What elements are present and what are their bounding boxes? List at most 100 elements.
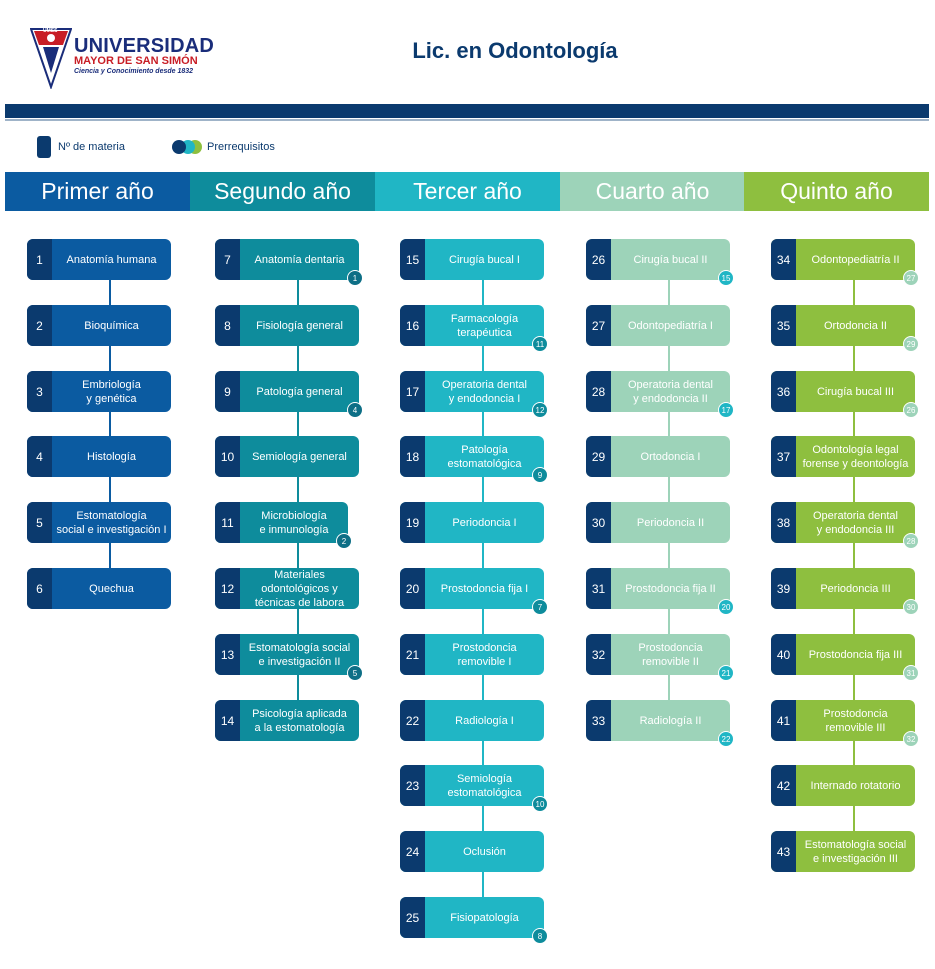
course-number: 10 [215, 436, 240, 477]
course-name: Anatomía humana [66, 253, 157, 266]
header-divider-bar [5, 104, 929, 118]
course-box: 22 Radiología I [400, 700, 544, 741]
prerequisite-badge: 12 [532, 402, 548, 418]
course-number: 35 [771, 305, 796, 346]
course-name: Cirugía bucal I [449, 253, 520, 266]
university-subname: MAYOR DE SAN SIMÓN [74, 55, 198, 67]
course-number: 9 [215, 371, 240, 412]
course-name: Prostodoncia removible III [823, 707, 888, 734]
prerequisite-badge: 22 [718, 731, 734, 747]
course-number: 6 [27, 568, 52, 609]
university-motto: Ciencia y Conocimiento desde 1832 [74, 68, 194, 75]
course-number: 28 [586, 371, 611, 412]
course-name: Ortodoncia II [824, 319, 887, 332]
course-number: 16 [400, 305, 425, 346]
course-box: 32 Prostodoncia removible II 21 [586, 634, 734, 681]
course-box: 6 Quechua [27, 568, 171, 609]
course-number: 2 [27, 305, 52, 346]
course-box: 16 Farmacología terapéutica 11 [400, 305, 548, 352]
course-name: Operatoria dental y endodoncia II [628, 378, 713, 405]
prerequisite-badge: 8 [532, 928, 548, 944]
legend-number-label: Nº de materia [58, 141, 125, 153]
course-box: 3 Embriología y genética [27, 371, 171, 412]
course-name: Ortodoncia I [640, 450, 701, 463]
prerequisite-badge: 7 [532, 599, 548, 615]
course-number: 5 [27, 502, 52, 543]
course-box: 14 Psicología aplicada a la estomatología [215, 700, 359, 741]
course-number: 17 [400, 371, 425, 412]
course-box: 13 Estomatología social e investigación I… [215, 634, 363, 681]
university-name: UNIVERSIDAD [74, 35, 214, 57]
course-number: 41 [771, 700, 796, 741]
course-name: Quechua [89, 582, 134, 595]
course-name: Fisiopatología [450, 911, 519, 924]
course-name: Estomatología social e investigación III [804, 838, 907, 865]
course-box: 4 Histología [27, 436, 171, 477]
course-number: 3 [27, 371, 52, 412]
prerequisite-badge: 32 [903, 731, 919, 747]
course-name: Estomatología social e investigación I [56, 509, 167, 536]
course-name: Anatomía dentaria [254, 253, 345, 266]
course-number: 37 [771, 436, 796, 477]
prerequisite-badge: 5 [347, 665, 363, 681]
header-divider-line [5, 119, 929, 121]
year-connector-line [297, 259, 299, 720]
course-number: 20 [400, 568, 425, 609]
course-box: 42 Internado rotatorio [771, 765, 915, 806]
course-name: Bioquímica [84, 319, 139, 332]
course-number: 24 [400, 831, 425, 872]
course-name: Patología estomatológica [447, 443, 522, 470]
course-number: 11 [215, 502, 240, 543]
course-number: 8 [215, 305, 240, 346]
course-number: 33 [586, 700, 611, 741]
year-connector-line [853, 259, 855, 852]
course-box: 1 Anatomía humana [27, 239, 171, 280]
prerequisite-badge: 11 [532, 336, 548, 352]
course-box: 27 Odontopediatría I [586, 305, 730, 346]
course-number: 42 [771, 765, 796, 806]
course-box: 43 Estomatología social e investigación I… [771, 831, 915, 872]
course-number: 26 [586, 239, 611, 280]
course-name: Patología general [256, 385, 343, 398]
course-box: 29 Ortodoncia I [586, 436, 730, 477]
prerequisite-badge: 4 [347, 402, 363, 418]
course-number: 21 [400, 634, 425, 675]
prerequisite-badge: 26 [903, 402, 919, 418]
course-number: 4 [27, 436, 52, 477]
course-name: Prostodoncia fija I [440, 582, 529, 595]
course-box: 12 Materiales odontológicos y técnicas de… [215, 568, 359, 609]
course-box: 18 Patología estomatológica 9 [400, 436, 548, 483]
logo-acronym: UMSS [43, 28, 58, 34]
course-box: 40 Prostodoncia fija III 31 [771, 634, 919, 681]
course-number: 30 [586, 502, 611, 543]
course-box: 19 Periodoncia I [400, 502, 544, 543]
course-number: 29 [586, 436, 611, 477]
course-number: 27 [586, 305, 611, 346]
university-shield-logo [30, 28, 72, 89]
course-number: 19 [400, 502, 425, 543]
course-name: Semiología general [252, 450, 347, 463]
prerequisite-badge: 31 [903, 665, 919, 681]
page-title: Lic. en Odontología [412, 38, 618, 63]
course-box: 8 Fisiología general [215, 305, 359, 346]
course-number: 1 [27, 239, 52, 280]
course-name: Cirugía bucal II [633, 253, 708, 266]
prerequisite-badge: 10 [532, 796, 548, 812]
course-box: 10 Semiología general [215, 436, 359, 477]
course-box: 21 Prostodoncia removible I [400, 634, 544, 675]
course-name: Psicología aplicada a la estomatología [252, 707, 347, 734]
course-box: 11 Microbiología e inmunología 2 [215, 502, 352, 549]
prerequisite-badge: 30 [903, 599, 919, 615]
course-name: Histología [87, 450, 136, 463]
course-number: 31 [586, 568, 611, 609]
course-name: Prostodoncia fija II [625, 582, 716, 595]
course-name: Odontología legal forense y deontología [802, 443, 909, 470]
year-header-1: Primer año [5, 172, 190, 211]
course-box: 28 Operatoria dental y endodoncia II 17 [586, 371, 734, 418]
prerequisite-badge: 2 [336, 533, 352, 549]
course-name: Cirugía bucal III [816, 385, 895, 398]
course-name: Estomatología social e investigación II [248, 641, 351, 668]
course-box: 2 Bioquímica [27, 305, 171, 346]
course-number: 15 [400, 239, 425, 280]
